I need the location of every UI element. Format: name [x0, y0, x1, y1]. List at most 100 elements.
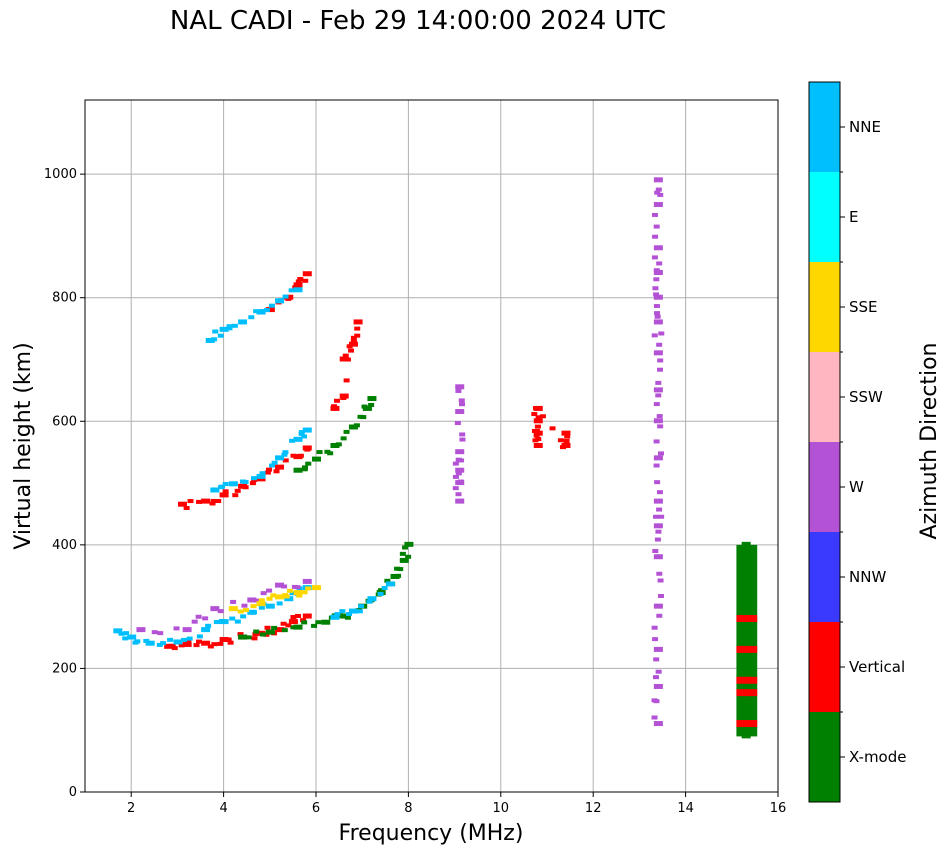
- echo-point: [302, 445, 312, 451]
- echo-point: [652, 234, 659, 239]
- echo-point: [173, 639, 183, 645]
- echo-point: [457, 479, 464, 484]
- echo-point: [343, 429, 350, 434]
- echo-point: [652, 637, 659, 642]
- echo-point: [240, 614, 247, 619]
- x-axis-ticks: 2 4 6 8 10 12 14 16: [127, 792, 786, 816]
- echo-point: [251, 476, 258, 481]
- colorbar-swatch: [809, 442, 840, 532]
- echo-point: [173, 626, 180, 631]
- echo-point: [293, 287, 303, 293]
- echo-point: [219, 326, 229, 332]
- colorbar-tick-label: E: [849, 208, 858, 226]
- colorbar-tick-label: W: [849, 478, 864, 496]
- echo-point: [653, 721, 663, 727]
- echo-point: [164, 643, 174, 649]
- echo-point: [653, 319, 663, 325]
- echo-point: [458, 458, 465, 463]
- colorbar-swatch: [809, 532, 840, 622]
- echo-point: [353, 423, 360, 428]
- echo-point: [651, 698, 658, 703]
- x-tick-label: 12: [585, 801, 602, 816]
- echo-point: [286, 588, 293, 593]
- echo-point: [145, 640, 155, 646]
- echo-point: [293, 467, 303, 473]
- echo-point: [229, 616, 236, 621]
- x-tick-label: 6: [312, 801, 320, 816]
- echo-point: [302, 465, 309, 470]
- echo-point: [268, 306, 275, 311]
- echo-point: [156, 642, 163, 647]
- echo-point: [245, 635, 252, 640]
- echo-point: [167, 637, 174, 642]
- echo-point: [653, 455, 663, 461]
- echo-point: [219, 619, 229, 625]
- y-tick-label: 0: [69, 785, 77, 800]
- echo-point: [134, 639, 141, 644]
- x-tick-label: 16: [770, 801, 787, 816]
- colorbar-frame: [808, 81, 841, 803]
- echo-point: [260, 591, 267, 596]
- colorbar-swatch: [809, 262, 840, 352]
- echo-point: [658, 514, 665, 519]
- echo-point: [452, 474, 459, 479]
- echo-point: [259, 471, 266, 476]
- echo-point: [282, 294, 289, 299]
- echo-point: [136, 627, 146, 633]
- echo-point: [297, 276, 304, 281]
- echo-point: [346, 612, 353, 617]
- echo-point: [557, 438, 564, 443]
- echo-point: [219, 492, 229, 498]
- interference-vertical-echo: [736, 645, 758, 653]
- echo-point: [311, 623, 318, 628]
- x-axis-label: Frequency (MHz): [339, 821, 524, 846]
- echo-point: [350, 335, 357, 340]
- echo-point: [256, 473, 266, 479]
- echo-point: [384, 578, 391, 583]
- echo-point: [653, 646, 663, 652]
- echo-point: [455, 471, 462, 476]
- echo-point: [658, 331, 665, 336]
- echo-point: [298, 430, 305, 435]
- echo-point: [301, 620, 308, 625]
- echo-point: [657, 578, 664, 583]
- echo-point: [238, 483, 248, 489]
- echo-point: [268, 604, 275, 609]
- echo-point: [264, 470, 271, 475]
- echo-point: [266, 588, 273, 593]
- echo-point: [653, 523, 663, 529]
- echo-point: [653, 554, 663, 560]
- echo-point: [196, 499, 203, 504]
- echo-point: [455, 388, 462, 393]
- echo-point: [266, 596, 273, 601]
- echo-point: [226, 324, 233, 329]
- interference-vertical-echo: [736, 615, 758, 622]
- echo-point: [339, 613, 349, 619]
- echo-point: [226, 326, 233, 331]
- echo-point: [182, 627, 192, 633]
- echo-point: [653, 294, 663, 300]
- echo-point: [259, 309, 266, 314]
- echo-point: [330, 614, 340, 620]
- echo-point: [344, 357, 351, 362]
- trace: [210, 427, 312, 493]
- echo-point: [533, 429, 540, 434]
- colorbar-tick-label: NNW: [849, 568, 886, 586]
- echo-point: [340, 436, 347, 441]
- echo-point: [217, 641, 224, 646]
- echo-point: [316, 450, 323, 455]
- echo-point: [312, 456, 321, 462]
- echo-point: [344, 615, 351, 620]
- y-axis-ticks: 0 200 400 600 800 1000: [44, 167, 85, 800]
- echo-point: [237, 632, 244, 637]
- echo-point: [533, 418, 543, 424]
- echo-point: [559, 445, 566, 450]
- echo-point: [533, 430, 543, 436]
- echo-point: [201, 498, 211, 504]
- echo-point: [455, 492, 462, 497]
- echo-point: [365, 406, 372, 411]
- echo-point: [250, 610, 257, 615]
- echo-point: [651, 715, 658, 720]
- echo-point: [232, 493, 239, 498]
- echo-point: [321, 619, 331, 625]
